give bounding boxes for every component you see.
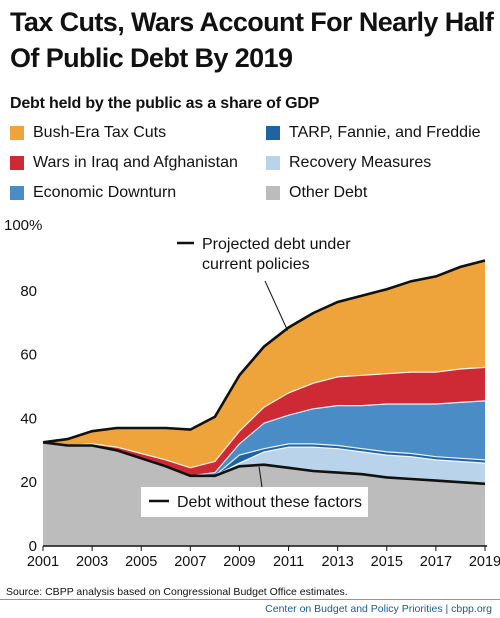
area-economic_downturn bbox=[43, 400, 485, 476]
projected-debt-line bbox=[42, 259, 486, 444]
legend-label-economic-downturn: Economic Downturn bbox=[33, 184, 177, 201]
annotation-box bbox=[141, 487, 368, 517]
x-tick-label: 2011 bbox=[273, 554, 304, 570]
legend-item-tarp: TARP, Fannie, and Freddie bbox=[266, 124, 481, 142]
x-tick-label: 2009 bbox=[223, 554, 255, 570]
legend-label-recovery: Recovery Measures bbox=[289, 154, 432, 171]
footer-credit: Center on Budget and Policy Priorities |… bbox=[265, 603, 492, 615]
y-tick-label: 20 bbox=[20, 474, 37, 491]
y-tick-label: 80 bbox=[20, 283, 37, 300]
annotation-leader bbox=[258, 466, 263, 488]
area-recovery bbox=[43, 442, 485, 484]
annotation-debt-without-text: Debt without these factors bbox=[177, 494, 362, 511]
chart-subtitle: Debt held by the public as a share of GD… bbox=[10, 95, 320, 112]
area-bush_tax_cuts bbox=[43, 260, 485, 468]
x-tick-label: 2019 bbox=[469, 554, 500, 570]
legend-swatch-other-debt bbox=[266, 186, 280, 200]
annotation-projected-debt-text: Projected debt under current policies bbox=[202, 236, 351, 273]
y-tick-label: 60 bbox=[20, 347, 37, 364]
annotation-line-1: Projected debt under bbox=[202, 236, 351, 253]
annotation-debt-without: Debt without these factors bbox=[141, 466, 368, 517]
legend-swatch-economic-downturn bbox=[10, 186, 24, 200]
debt-without-factors-line bbox=[42, 441, 486, 486]
legend-swatch-recovery bbox=[266, 156, 280, 170]
legend-swatch-wars bbox=[10, 156, 24, 170]
legend-label-other-debt: Other Debt bbox=[289, 184, 368, 201]
chart-annotations: Projected debt under current policies Debt… bbox=[141, 230, 368, 517]
y-tick-label: 40 bbox=[20, 410, 37, 427]
chart-axes: 0 20 40 60 80 100% 2001 2003 2005 2007 2009 2011 201… bbox=[4, 217, 500, 570]
x-tick-label: 2015 bbox=[371, 554, 403, 570]
legend-swatch-bush-tax-cuts bbox=[10, 126, 24, 140]
legend-item-other-debt: Other Debt bbox=[266, 184, 367, 202]
annotation-box bbox=[167, 230, 361, 281]
area-wars bbox=[43, 367, 485, 476]
legend-item-bush-tax-cuts: Bush-Era Tax Cuts bbox=[10, 124, 166, 142]
annotation-leader bbox=[264, 280, 289, 331]
legend-swatch-tarp bbox=[266, 126, 280, 140]
annotation-line-2: current policies bbox=[202, 256, 310, 273]
x-tick-label: 2003 bbox=[76, 554, 108, 570]
legend-label-bush-tax-cuts: Bush-Era Tax Cuts bbox=[33, 124, 167, 141]
x-tick-label: 2007 bbox=[174, 554, 206, 570]
y-tick-label: 100% bbox=[4, 217, 42, 234]
footer-rule bbox=[0, 599, 500, 600]
x-tick-label: 2005 bbox=[125, 554, 157, 570]
y-tick-label: 0 bbox=[29, 538, 37, 555]
x-tick-label: 2013 bbox=[322, 554, 354, 570]
separator-wars bbox=[42, 366, 486, 469]
legend-item-recovery: Recovery Measures bbox=[266, 154, 431, 172]
chart-title: Tax Cuts, Wars Account For Nearly Half O… bbox=[10, 7, 494, 73]
x-tick-label: 2001 bbox=[27, 554, 59, 570]
legend-label-wars: Wars in Iraq and Afghanistan bbox=[33, 154, 238, 171]
legend-item-economic-downturn: Economic Downturn bbox=[10, 184, 176, 202]
legend-item-wars: Wars in Iraq and Afghanistan bbox=[10, 154, 238, 172]
source-note: Source: CBPP analysis based on Congressi… bbox=[6, 586, 348, 598]
x-tick-label: 2017 bbox=[420, 554, 452, 570]
legend-label-tarp: TARP, Fannie, and Freddie bbox=[289, 124, 481, 141]
annotation-projected-debt: Projected debt under current policies bbox=[167, 230, 361, 331]
